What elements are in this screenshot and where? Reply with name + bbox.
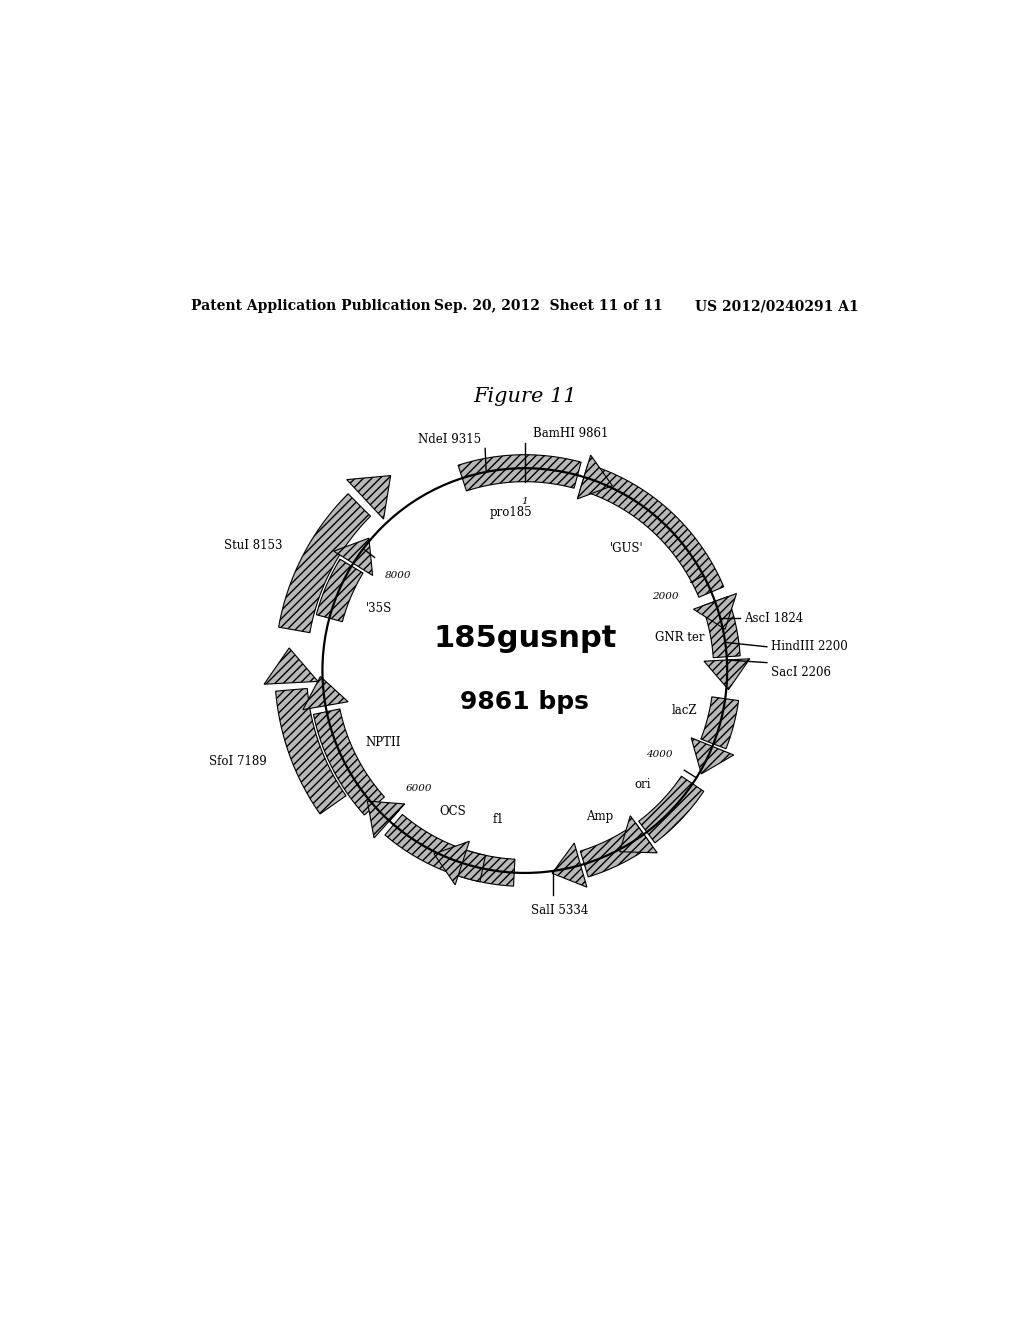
- Polygon shape: [279, 494, 371, 632]
- Polygon shape: [368, 801, 404, 838]
- Text: 4000: 4000: [646, 750, 673, 759]
- Polygon shape: [264, 648, 318, 684]
- Text: f1: f1: [493, 813, 505, 825]
- Polygon shape: [458, 454, 581, 491]
- Text: 1: 1: [521, 498, 528, 506]
- Text: 2000: 2000: [651, 591, 678, 601]
- Text: lacZ: lacZ: [672, 704, 697, 717]
- Text: NdeI 9315: NdeI 9315: [418, 433, 481, 446]
- Text: BamHI 9861: BamHI 9861: [532, 428, 608, 441]
- Polygon shape: [313, 709, 384, 814]
- Text: AscI 1824: AscI 1824: [744, 611, 804, 624]
- Polygon shape: [702, 597, 740, 657]
- Text: Figure 11: Figure 11: [473, 387, 577, 407]
- Polygon shape: [693, 594, 736, 630]
- Polygon shape: [580, 465, 724, 597]
- Text: SalI 5334: SalI 5334: [530, 904, 588, 917]
- Text: 6000: 6000: [406, 784, 432, 793]
- Polygon shape: [578, 455, 612, 499]
- Polygon shape: [639, 776, 703, 842]
- Text: NPTII: NPTII: [366, 737, 401, 750]
- Polygon shape: [461, 851, 515, 886]
- Polygon shape: [620, 816, 657, 853]
- Polygon shape: [316, 560, 364, 622]
- Polygon shape: [275, 689, 346, 814]
- Text: OCS: OCS: [439, 805, 466, 818]
- Text: StuI 8153: StuI 8153: [223, 540, 283, 552]
- Text: HindIII 2200: HindIII 2200: [771, 640, 848, 653]
- Polygon shape: [552, 843, 587, 887]
- Text: Patent Application Publication: Patent Application Publication: [191, 300, 431, 313]
- Text: 9861 bps: 9861 bps: [461, 690, 589, 714]
- Polygon shape: [334, 539, 373, 576]
- Polygon shape: [700, 697, 738, 748]
- Text: SfoI 7189: SfoI 7189: [209, 755, 267, 768]
- Text: 185gusnpt: 185gusnpt: [433, 624, 616, 653]
- Text: 'GUS': 'GUS': [610, 543, 644, 556]
- Polygon shape: [303, 676, 348, 710]
- Polygon shape: [581, 824, 651, 876]
- Text: SacI 2206: SacI 2206: [771, 665, 830, 678]
- Text: Sep. 20, 2012  Sheet 11 of 11: Sep. 20, 2012 Sheet 11 of 11: [433, 300, 663, 313]
- Text: 8000: 8000: [385, 570, 412, 579]
- Text: ori: ori: [635, 779, 651, 791]
- Text: Amp: Amp: [586, 810, 613, 824]
- Text: US 2012/0240291 A1: US 2012/0240291 A1: [695, 300, 859, 313]
- Polygon shape: [703, 659, 750, 689]
- Polygon shape: [691, 738, 734, 774]
- Polygon shape: [385, 814, 485, 882]
- Text: pro185: pro185: [489, 506, 532, 519]
- Text: GNR ter: GNR ter: [655, 631, 705, 644]
- Text: '35S: '35S: [366, 602, 392, 615]
- Polygon shape: [434, 841, 469, 884]
- Polygon shape: [347, 475, 391, 519]
